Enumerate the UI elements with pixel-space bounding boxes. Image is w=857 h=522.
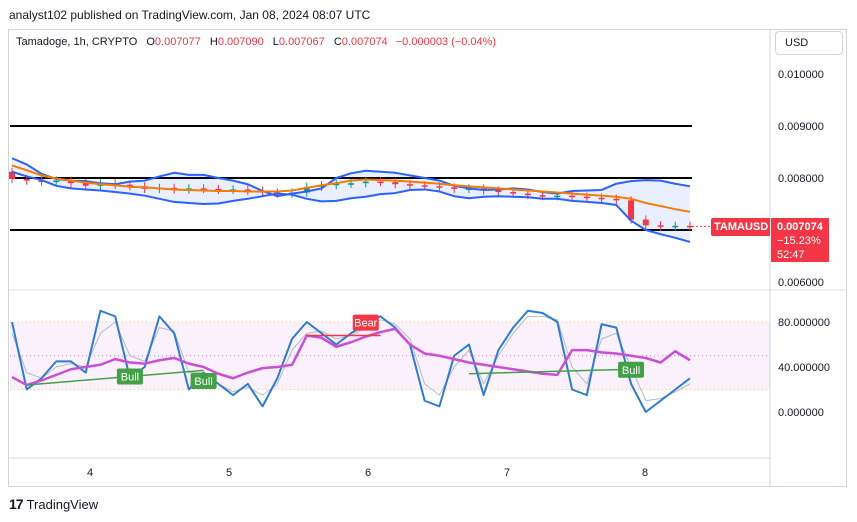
candle-body bbox=[657, 225, 664, 227]
bollinger-basis-line bbox=[11, 164, 691, 213]
stoch-k-line bbox=[11, 309, 691, 413]
time-axis-label: 5 bbox=[226, 467, 232, 479]
signal-badge-label: Bull bbox=[121, 372, 139, 384]
candle-body bbox=[244, 189, 251, 191]
candle-body bbox=[583, 196, 590, 199]
time-axis-label: 6 bbox=[365, 467, 371, 479]
low-value: 0.007067 bbox=[278, 36, 325, 48]
candle-body bbox=[642, 219, 649, 226]
signal-badge-bull: Bull bbox=[190, 373, 217, 389]
candle-body bbox=[53, 180, 60, 183]
bollinger-fill bbox=[12, 158, 690, 242]
signal-badge-label: Bear bbox=[354, 318, 378, 330]
candle-body bbox=[362, 181, 369, 184]
osc-axis-label: 80.000000 bbox=[778, 317, 830, 329]
change-percent: −15.23% bbox=[777, 235, 821, 247]
candle-body bbox=[613, 198, 620, 201]
price-axis-label: 0.006000 bbox=[778, 277, 824, 289]
candle-body bbox=[687, 225, 693, 228]
candle-body bbox=[569, 195, 576, 198]
candle-body bbox=[451, 187, 458, 189]
signal-badge-bg bbox=[190, 373, 217, 389]
time-axis-label: 4 bbox=[87, 467, 93, 479]
candle-body bbox=[67, 180, 74, 184]
signal-badge-bull: Bull bbox=[618, 361, 645, 378]
last-price: 0.007074 bbox=[777, 221, 823, 233]
change-value: −0.000003 (−0.04%) bbox=[395, 36, 497, 48]
price-axis-label: 0.009000 bbox=[778, 121, 824, 133]
publish-line: analyst102 published on TradingView.com,… bbox=[9, 8, 371, 22]
signal-badge-bg bbox=[352, 314, 379, 331]
candle-body bbox=[495, 190, 502, 193]
price-axis-label: 0.010000 bbox=[778, 69, 824, 81]
bull-divergence-line bbox=[468, 368, 632, 375]
candle-body bbox=[539, 195, 546, 197]
signal-badge-label: Bull bbox=[622, 365, 640, 377]
signal-badge-label: Bull bbox=[194, 376, 212, 388]
bar-countdown: 52:47 bbox=[777, 249, 805, 261]
symbol-label: Tamadoge, 1h, CRYPTO bbox=[16, 36, 138, 48]
candle-body bbox=[598, 197, 605, 200]
chart-frame bbox=[8, 29, 847, 487]
candle-body bbox=[82, 183, 89, 186]
candle-body bbox=[628, 200, 635, 220]
open-label: O bbox=[146, 36, 155, 48]
close-value: 0.007074 bbox=[341, 36, 388, 48]
candle-body bbox=[554, 195, 561, 198]
osc-axis-label: 40.000000 bbox=[778, 362, 830, 374]
open-value: 0.007077 bbox=[154, 36, 201, 48]
candle-body bbox=[421, 185, 428, 187]
candle-body bbox=[9, 171, 15, 180]
candle-body bbox=[23, 179, 30, 181]
candle-body bbox=[392, 182, 399, 185]
candle-body bbox=[348, 183, 354, 185]
low-label: L bbox=[272, 36, 279, 48]
osc-axis-label: 0.000000 bbox=[778, 407, 824, 419]
ticker-price-tag: TAMAUSD bbox=[711, 218, 770, 236]
close-label: C bbox=[333, 36, 342, 48]
high-value: 0.007090 bbox=[217, 36, 264, 48]
rsi-line bbox=[11, 327, 691, 387]
bull-divergence-line bbox=[26, 369, 204, 386]
footer-brand[interactable]: 17 TradingView bbox=[9, 496, 98, 512]
candle-body bbox=[215, 188, 222, 191]
candle-body bbox=[38, 180, 45, 183]
candle-body bbox=[303, 186, 310, 193]
high-label: H bbox=[209, 36, 218, 48]
candle-body bbox=[377, 181, 384, 184]
candle-body bbox=[200, 188, 207, 190]
price-axis-label: 0.008000 bbox=[778, 173, 824, 185]
signal-badge-bear: Bear bbox=[352, 314, 379, 331]
time-axis-label: 8 bbox=[642, 467, 648, 479]
price-box: 0.007074 −15.23% 52:47 bbox=[771, 218, 829, 262]
time-axis-label: 7 bbox=[504, 467, 510, 479]
candle-body bbox=[524, 193, 531, 196]
signal-badge-bg bbox=[116, 368, 143, 385]
chart-legend: Tamadoge, 1h, CRYPTO O0.007077 H0.007090… bbox=[16, 36, 496, 48]
tradingview-logo-icon: 17 bbox=[9, 496, 24, 512]
candle-body bbox=[510, 192, 517, 194]
candle-body bbox=[672, 225, 679, 228]
bollinger-upper-line bbox=[11, 157, 691, 198]
signal-badge-bull: Bull bbox=[116, 368, 143, 385]
candle-body bbox=[126, 184, 133, 187]
candle-body bbox=[436, 186, 443, 188]
candle-body bbox=[406, 184, 413, 186]
candle-body bbox=[333, 183, 340, 186]
brand-name: TradingView bbox=[26, 496, 99, 512]
signal-badge-bg bbox=[618, 361, 645, 378]
bollinger-lower-line bbox=[11, 170, 691, 243]
currency-button[interactable]: USD bbox=[775, 31, 843, 55]
